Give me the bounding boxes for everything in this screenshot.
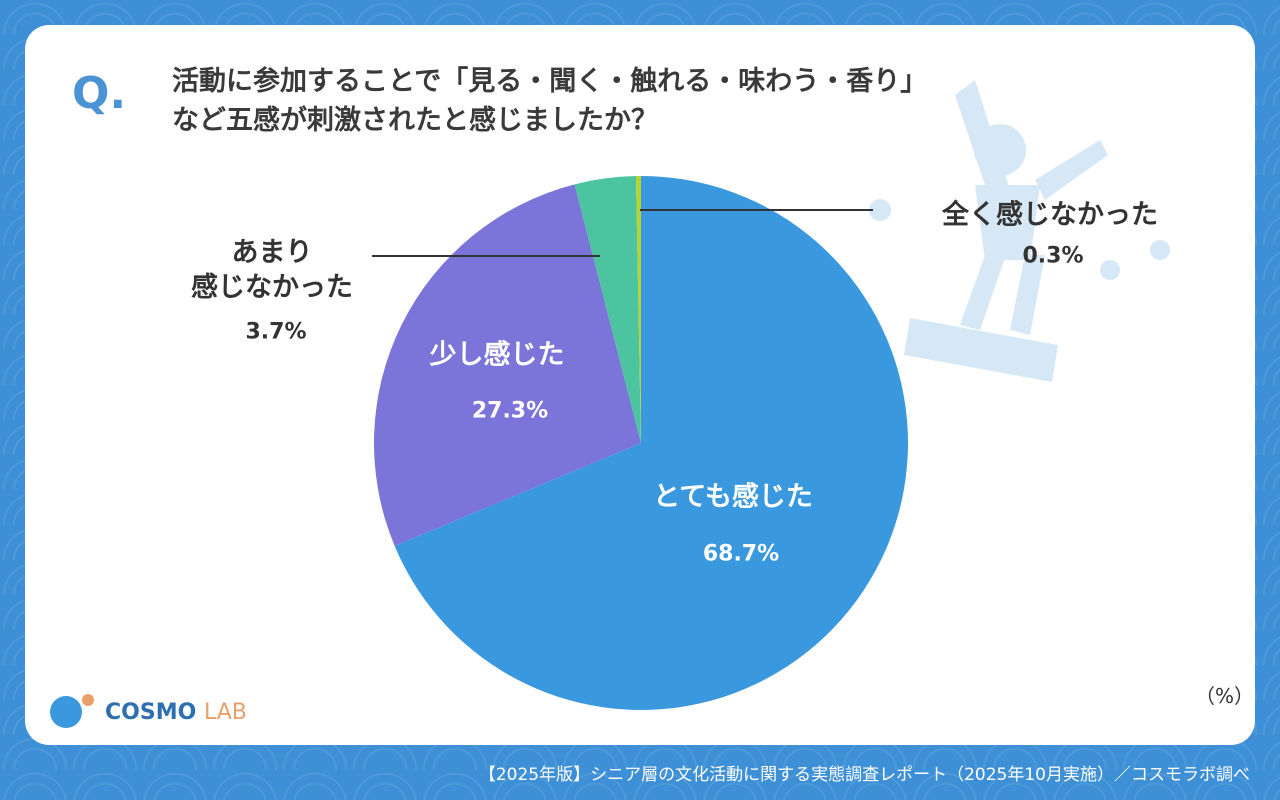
logo-sub: LAB [203, 700, 247, 725]
value-label: 27.3% [471, 398, 549, 424]
logo-mark [82, 694, 94, 706]
logo: COSMO LAB [105, 700, 247, 725]
logo-main: COSMO [105, 700, 197, 725]
unit-note: （%） [1195, 684, 1255, 708]
slice-label: とても感じた [653, 481, 813, 513]
value-label: 68.7% [702, 541, 780, 567]
footer: 【2025年版】シニア層の文化活動に関する実態調査レポート（2025年10月実施… [478, 765, 1250, 785]
q-mark: Q. [72, 68, 127, 119]
slice-label: あまり 感じなかった [191, 236, 353, 303]
pie-slice [574, 176, 641, 443]
value-label: 0.3% [1022, 243, 1084, 269]
chart-title: 活動に参加することで「見る・聞く・触れる・味わう・香り」 など五感が刺激されたと… [172, 66, 928, 137]
value-label: 3.7% [245, 319, 307, 345]
logo-mark [50, 696, 82, 728]
pie-slice [394, 176, 909, 711]
pie-slice [635, 176, 641, 443]
pie-slice [374, 184, 641, 546]
slice-label: 少し感じた [429, 339, 565, 371]
decoration [869, 80, 1170, 382]
slice-label: 全く感じなかった [942, 199, 1158, 231]
